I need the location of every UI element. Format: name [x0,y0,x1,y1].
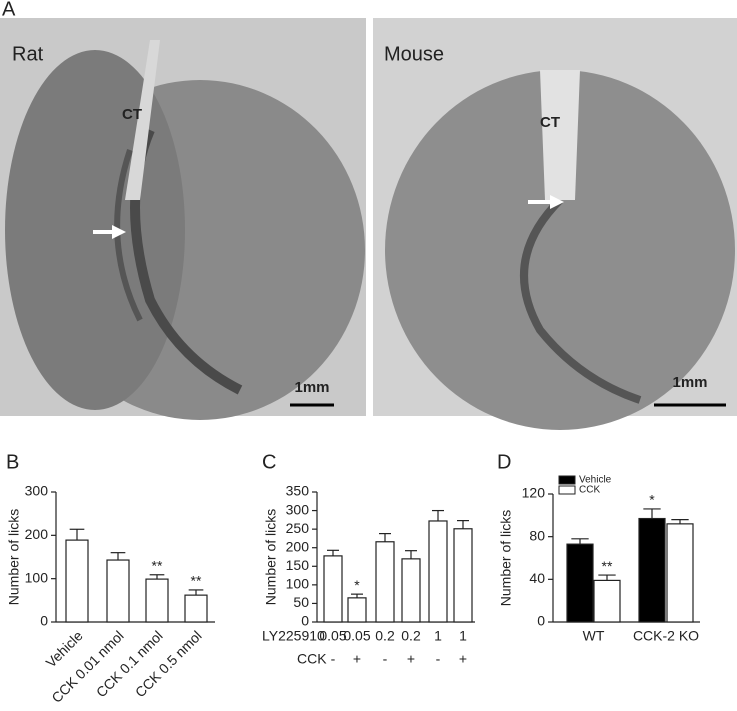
bar [428,520,448,623]
significance: * [649,492,655,508]
bar [375,541,395,623]
y-tick-label: 120 [522,485,546,501]
x-tick-label: CCK-2 KO [633,628,699,644]
x-tick-label: 1 [459,628,467,644]
x-tick-label: - [436,651,441,667]
legend-swatch [558,475,576,485]
cannula-track [540,70,580,200]
y-tick-label: 0 [40,613,48,629]
y-tick-label: 150 [286,557,310,573]
y-tick-label: 80 [529,527,545,543]
image-annotation: CT [122,106,142,123]
x-tick-label: - [383,651,388,667]
image-label: Rat [12,43,44,65]
bar [323,555,343,623]
x-tick-label: 1 [434,628,442,644]
panel-label: A [2,0,16,20]
image-annotation: CT [540,114,560,131]
y-tick-label: 100 [286,576,310,592]
y-tick-label: 300 [25,483,49,499]
hippocampus [520,197,642,404]
tissue [385,70,735,430]
bar [106,559,130,623]
panel-label: D [497,451,511,473]
row-label: LY225910 [262,628,325,644]
y-tick-label: 300 [286,501,310,517]
x-tick-label: WT [583,628,605,644]
y-tick-label: 350 [286,483,310,499]
bar [145,578,169,623]
y-axis-label: Number of licks [6,509,22,605]
x-tick-label: + [353,651,361,667]
y-tick-label: 40 [529,570,545,586]
cannula-track [125,40,160,200]
bar [401,558,421,623]
x-tick-label: + [459,651,467,667]
y-tick-label: 0 [537,613,545,629]
bar [638,517,666,623]
y-tick-label: 0 [301,613,309,629]
bar [666,523,694,623]
y-tick-label: 50 [293,594,309,610]
x-tick-label: 0.05 [319,628,346,644]
bar [453,528,473,623]
panel-label: C [262,451,276,473]
significance: * [354,577,360,593]
scale-label: 1mm [672,374,707,391]
legend-swatch [558,485,576,495]
y-axis-label: Number of licks [263,509,279,605]
bar [347,597,367,623]
x-tick-label: 0.2 [375,628,395,644]
scale-label: 1mm [294,379,329,396]
significance: ** [152,557,163,573]
bar [65,539,89,623]
significance: ** [191,573,202,589]
y-axis-label: Number of licks [498,510,514,606]
hippocampus [114,149,143,322]
y-tick-label: 200 [25,526,49,542]
image-label: Mouse [384,43,444,65]
x-tick-label: - [331,651,336,667]
bar [184,594,208,623]
bar [593,579,621,623]
y-tick-label: 100 [25,569,49,585]
x-tick-label: 0.05 [343,628,370,644]
legend-label: CCK [579,485,600,496]
x-tick-label: + [407,651,415,667]
row-label: CCK [297,651,327,667]
bar [566,543,594,623]
y-tick-label: 250 [286,520,310,536]
legend-label: Vehicle [579,475,612,486]
x-tick-label: 0.2 [401,628,421,644]
arrow [112,225,126,239]
significance: ** [602,558,613,574]
panel-label: B [6,451,19,473]
y-tick-label: 200 [286,538,310,554]
arrow [550,195,564,209]
